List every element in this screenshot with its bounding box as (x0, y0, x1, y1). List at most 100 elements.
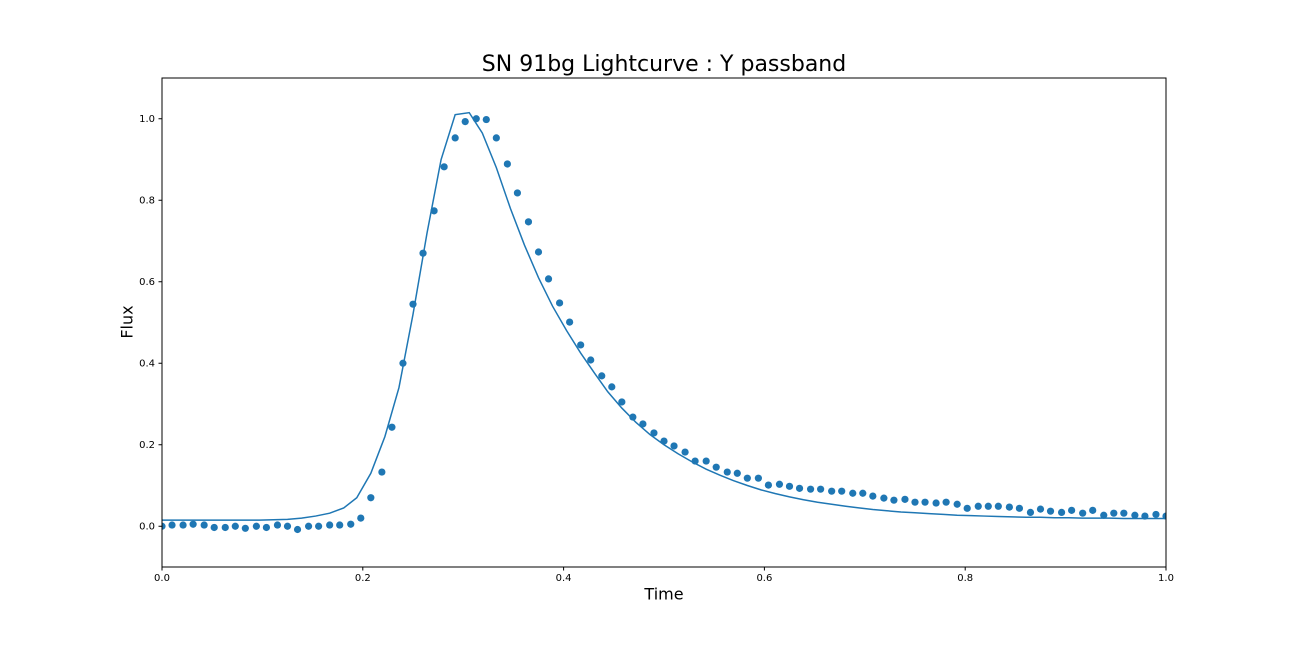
data-point (461, 118, 469, 126)
data-point (629, 413, 637, 421)
data-point (764, 481, 773, 489)
data-point (566, 318, 574, 326)
data-point (775, 480, 784, 488)
data-point (942, 498, 950, 506)
y-tick-label: 0.6 (139, 277, 155, 288)
data-point (231, 522, 239, 530)
data-point (890, 496, 898, 504)
data-point (785, 482, 794, 490)
data-point (179, 521, 187, 529)
y-tick-label: 0.0 (139, 521, 155, 532)
data-point (984, 502, 992, 510)
axes-frame (161, 77, 1167, 568)
y-tick-label: 0.8 (139, 195, 155, 206)
data-point (252, 522, 260, 530)
data-point (1036, 505, 1045, 513)
data-point (283, 522, 292, 530)
data-point (670, 442, 678, 450)
data-point (963, 504, 971, 512)
data-point (336, 521, 344, 529)
data-point (304, 522, 313, 530)
data-point (838, 487, 846, 495)
data-point (598, 372, 606, 380)
data-point (168, 521, 176, 529)
data-point (388, 423, 396, 431)
data-point (806, 485, 815, 493)
data-point (1046, 507, 1055, 515)
data-point (482, 115, 490, 124)
data-point (221, 523, 229, 532)
data-point (273, 521, 282, 529)
data-point (795, 484, 804, 492)
data-point (880, 494, 888, 502)
x-tick-label: 0.2 (355, 573, 371, 584)
data-point (326, 521, 334, 529)
data-point (200, 521, 208, 529)
data-point (1131, 511, 1139, 519)
data-point (901, 495, 909, 503)
data-point (743, 474, 751, 482)
data-point (974, 502, 982, 510)
data-line (162, 111, 1166, 521)
data-point (189, 520, 197, 528)
data-point (702, 457, 710, 465)
data-point (921, 498, 929, 506)
data-point (1152, 510, 1160, 519)
data-point (451, 134, 459, 142)
data-point (357, 514, 365, 522)
y-tick-label: 0.4 (139, 358, 155, 369)
data-point (210, 523, 218, 532)
data-point (347, 520, 355, 528)
data-point (162, 522, 166, 530)
data-point (1015, 504, 1024, 512)
data-point (723, 468, 731, 476)
data-point (241, 524, 249, 532)
x-tick-label: 0.0 (154, 573, 170, 584)
data-point (681, 448, 689, 456)
data-point (754, 474, 762, 482)
data-point (618, 398, 626, 406)
data-point (712, 463, 720, 471)
data-point (869, 492, 877, 500)
data-point (1026, 508, 1035, 516)
data-point (367, 494, 375, 502)
data-point (817, 485, 825, 493)
data-point (1110, 509, 1118, 517)
data-point (492, 134, 500, 142)
data-point (534, 248, 543, 256)
data-point (315, 522, 323, 530)
data-point (1005, 503, 1013, 511)
data-point (544, 275, 553, 283)
data-point (1079, 509, 1087, 517)
data-point (293, 525, 302, 534)
data-point (639, 420, 647, 428)
data-point (1057, 508, 1066, 516)
data-point (503, 160, 511, 168)
data-point (994, 502, 1002, 510)
data-point (555, 299, 564, 307)
data-point (513, 189, 522, 197)
data-point (953, 500, 961, 508)
data-point (1068, 506, 1076, 514)
data-point (859, 489, 867, 497)
plot-area (162, 111, 1166, 534)
x-tick-label: 1.0 (1158, 573, 1174, 584)
data-point (1120, 509, 1128, 517)
data-point (524, 218, 533, 226)
data-point (262, 523, 271, 532)
y-axis-label: Flux (118, 305, 137, 338)
data-point (828, 487, 836, 495)
data-point (577, 341, 585, 349)
data-point (932, 499, 940, 507)
y-tick-label: 1.0 (139, 114, 155, 125)
x-axis-label: Time (643, 585, 683, 604)
data-point (1100, 511, 1108, 519)
data-point (608, 383, 616, 391)
x-tick-label: 0.8 (957, 573, 973, 584)
data-point (650, 429, 658, 437)
y-tick-label: 0.2 (139, 440, 155, 451)
x-tick-label: 0.4 (556, 573, 572, 584)
chart-title: SN 91bg Lightcurve : Y passband (482, 52, 846, 77)
